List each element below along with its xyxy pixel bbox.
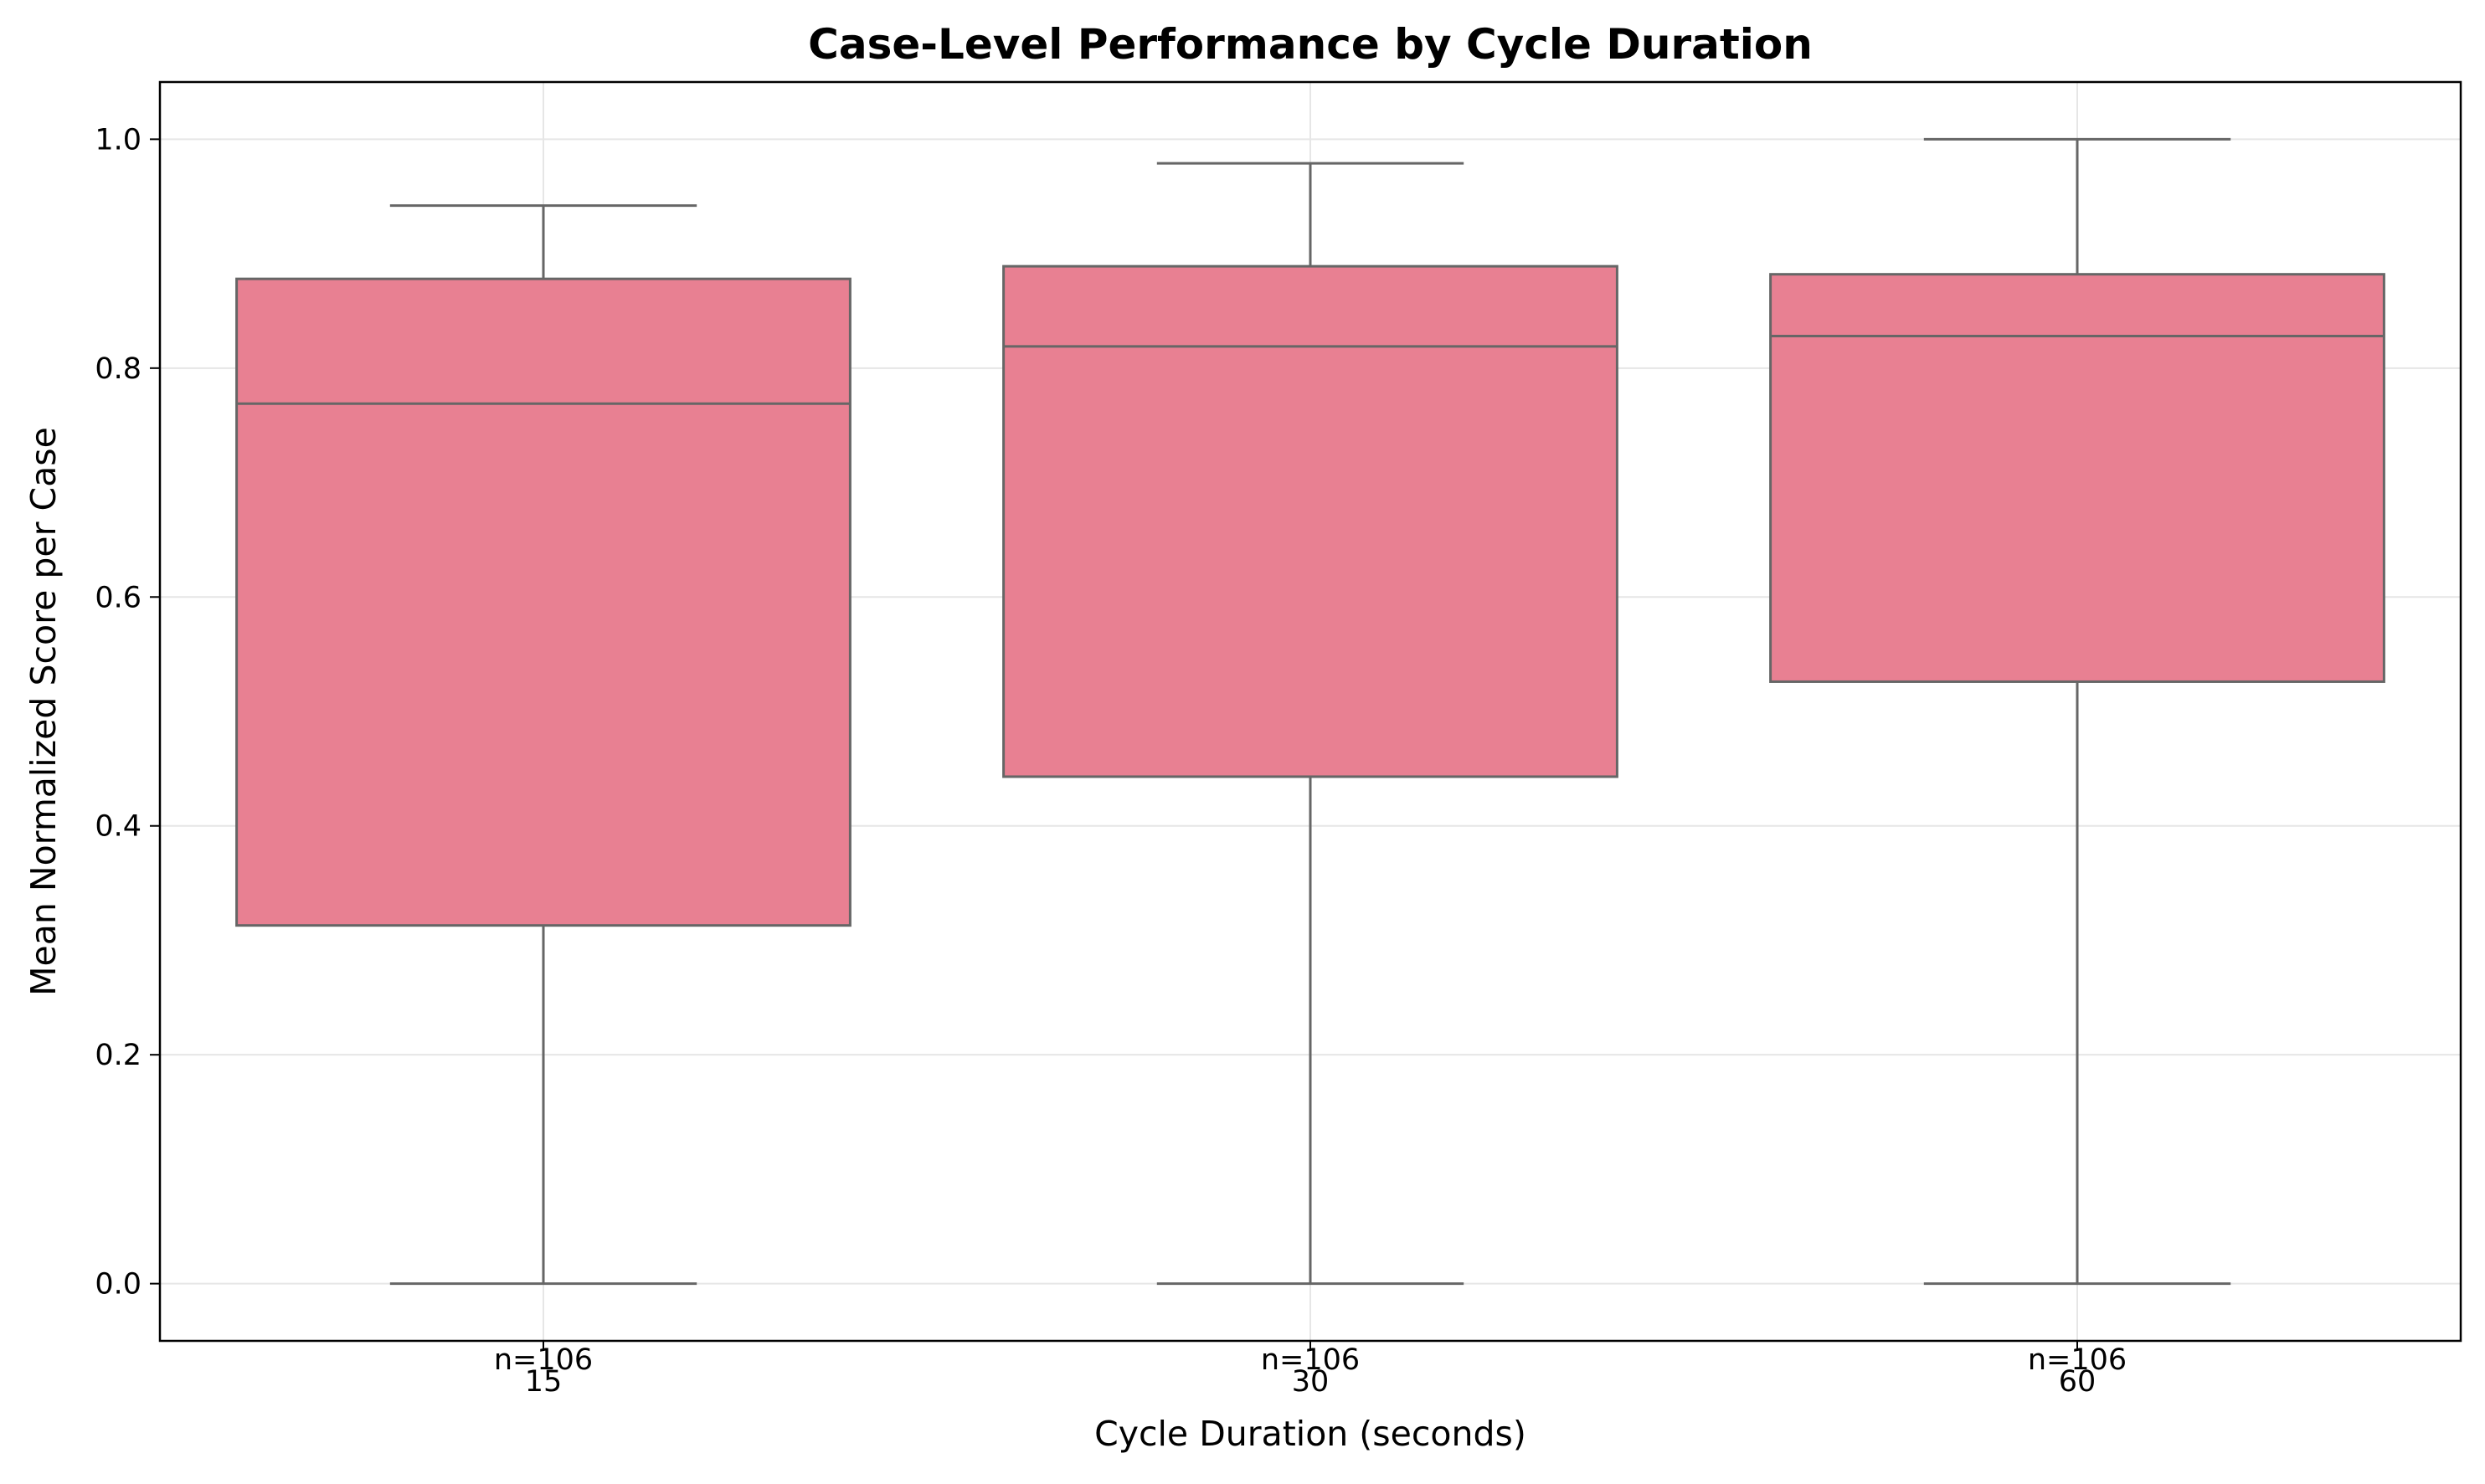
y-tick-label: 0.4 bbox=[95, 810, 141, 844]
x-tick-label: 15 bbox=[525, 1365, 563, 1399]
boxes bbox=[235, 137, 2385, 1286]
box-30 bbox=[1002, 162, 1618, 1286]
y-tick-label: 0.2 bbox=[95, 1039, 141, 1072]
sample-size-label: n=106 bbox=[494, 1343, 593, 1377]
x-tick-label: 30 bbox=[1292, 1365, 1330, 1399]
y-tick-label: 1.0 bbox=[95, 123, 141, 157]
x-axis-label: Cycle Duration (seconds) bbox=[1094, 1414, 1526, 1454]
box-60 bbox=[1769, 137, 2385, 1286]
sample-size-label: n=106 bbox=[1261, 1343, 1360, 1377]
x-tick-label: 60 bbox=[2059, 1365, 2097, 1399]
box-iqr bbox=[235, 277, 851, 927]
chart-title: Case-Level Performance by Cycle Duration bbox=[808, 20, 1813, 69]
box-iqr bbox=[1002, 264, 1618, 778]
y-ticks: 0.0 0.2 0.4 0.6 0.8 1.0 bbox=[95, 123, 160, 1302]
y-axis-label: Mean Normalized Score per Case bbox=[23, 427, 64, 996]
sample-size-label: n=106 bbox=[2028, 1343, 2127, 1377]
box-15 bbox=[235, 204, 851, 1286]
y-tick-label: 0.0 bbox=[95, 1268, 141, 1302]
y-tick-label: 0.6 bbox=[95, 581, 141, 614]
y-tick-label: 0.8 bbox=[95, 352, 141, 386]
box-iqr bbox=[1769, 273, 2385, 683]
